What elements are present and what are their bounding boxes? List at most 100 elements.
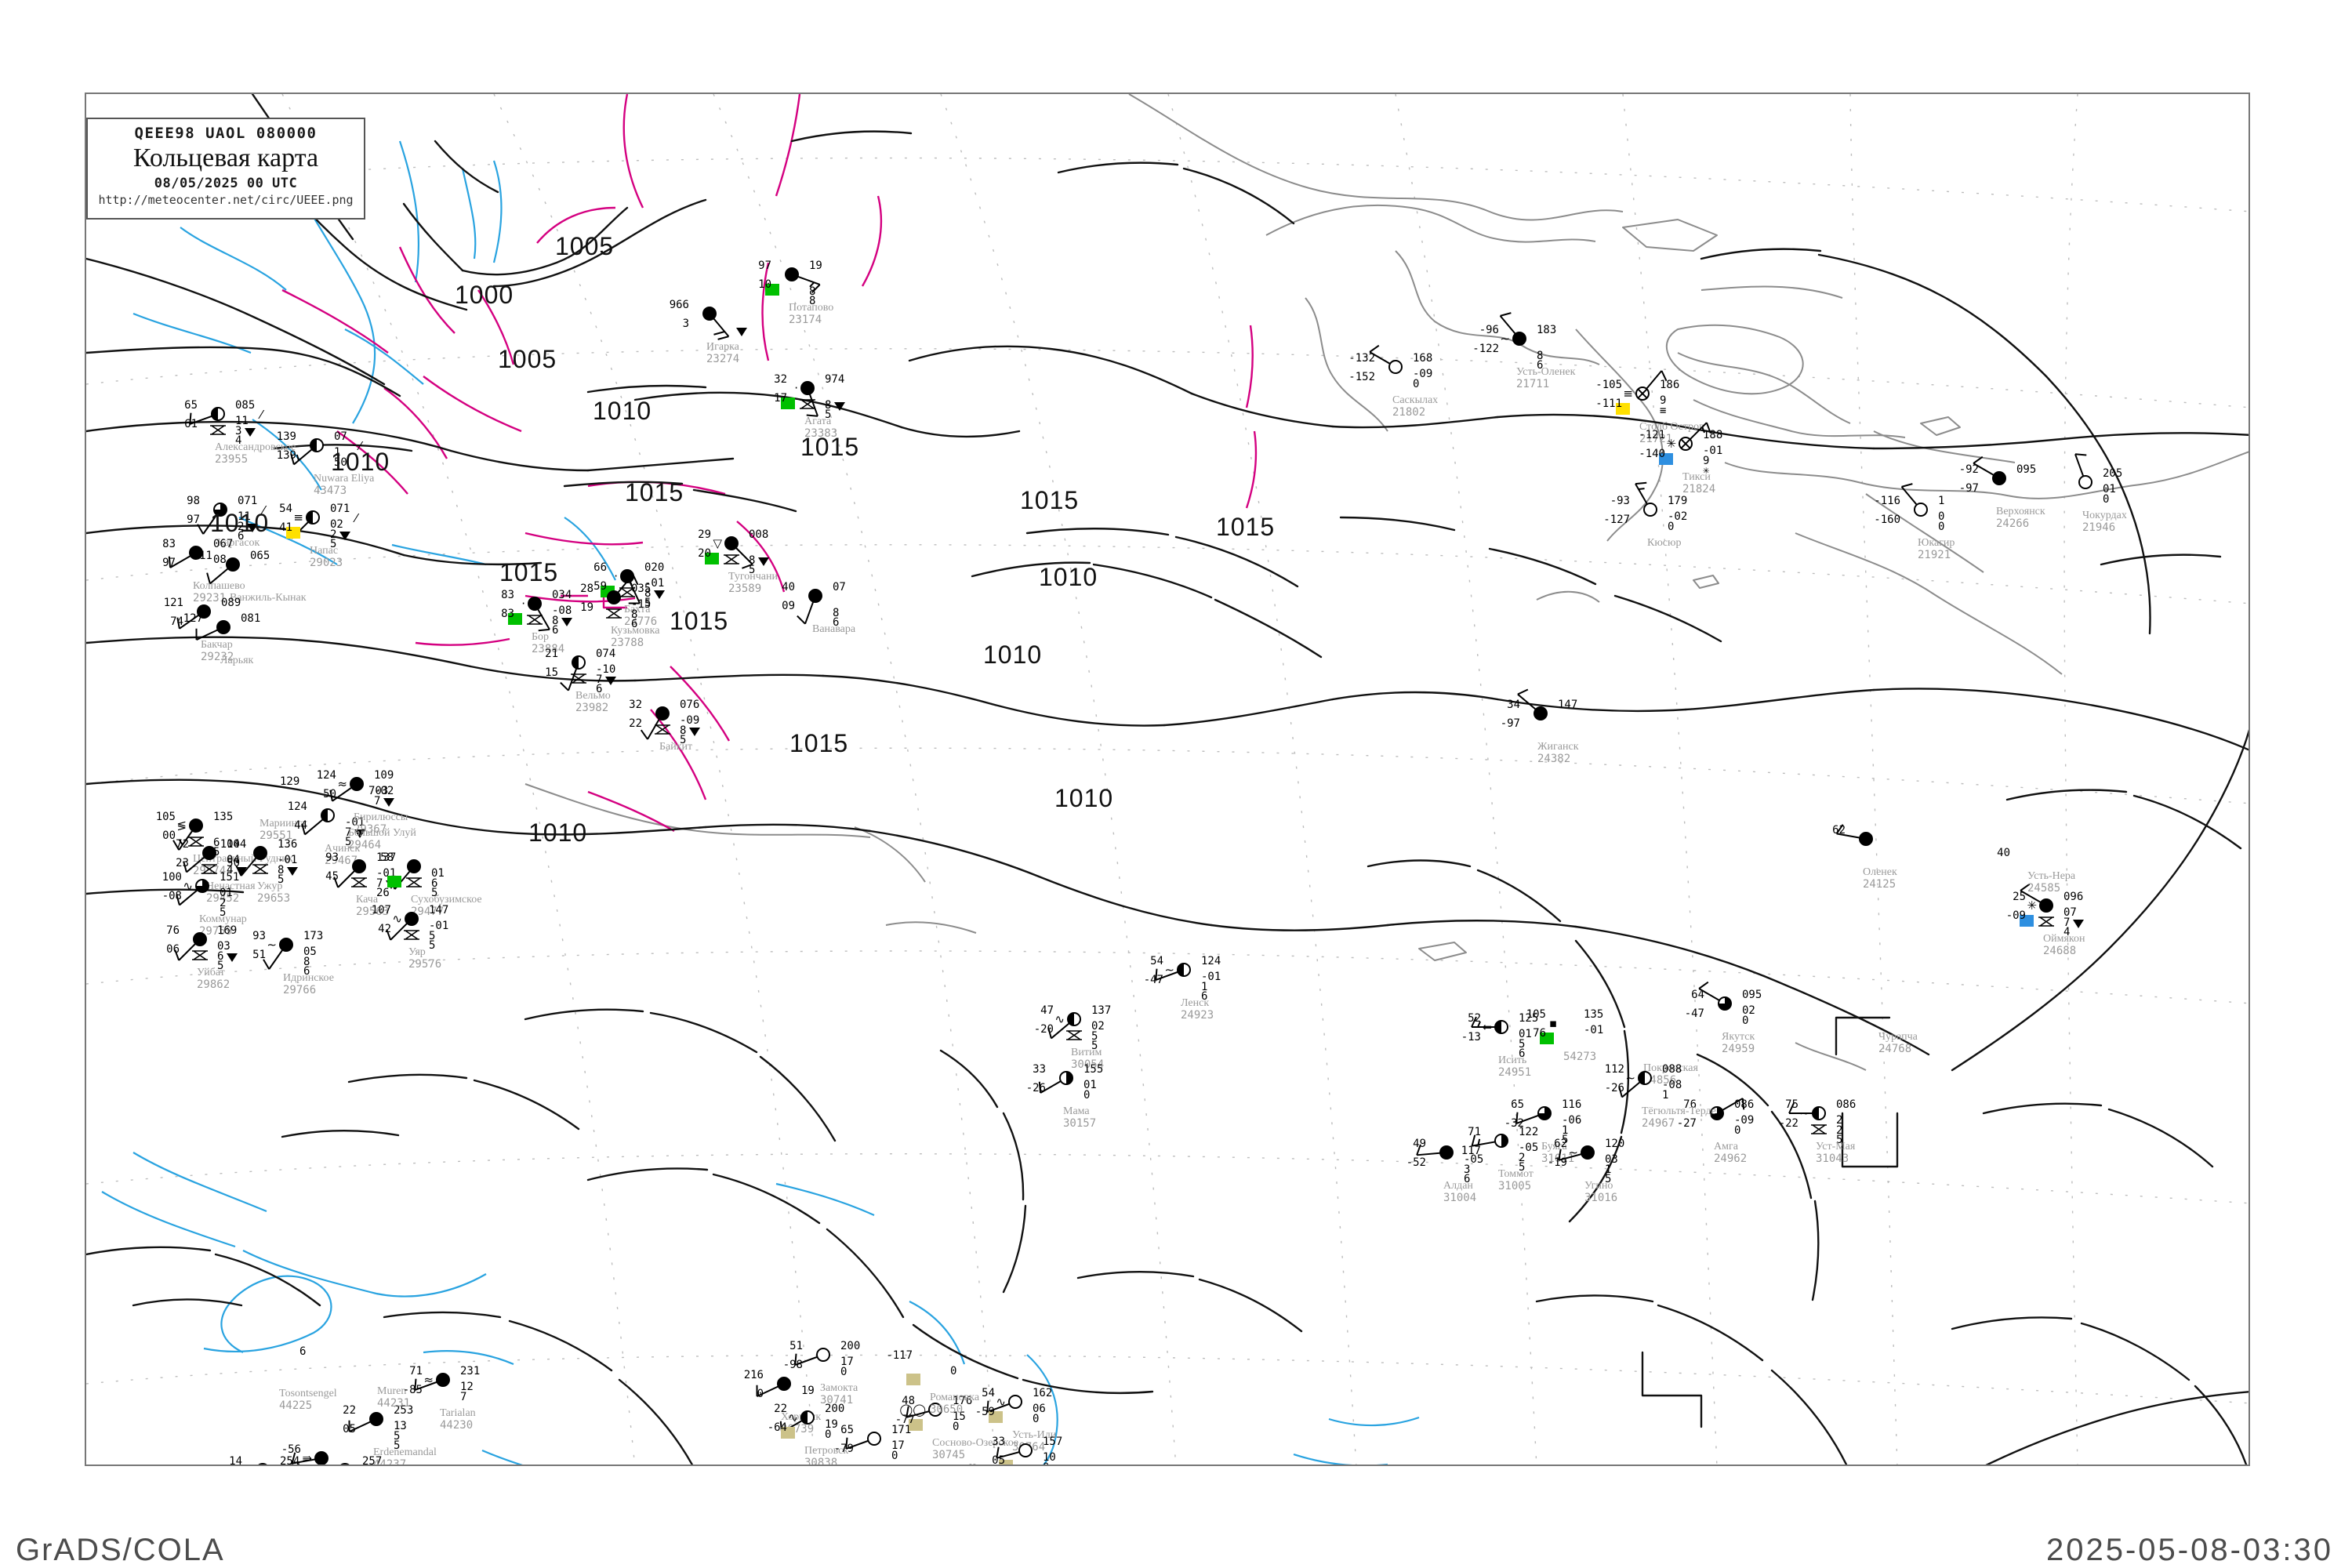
cloud-high-value: 8 xyxy=(833,607,840,619)
dewpoint-value: 20 xyxy=(698,547,711,560)
station-label: Оймякон 24688 xyxy=(2043,933,2085,956)
station-id: 30157 xyxy=(1063,1116,1097,1130)
station-name: Идринское xyxy=(283,972,334,984)
temperature-value: -121 xyxy=(1639,429,1665,441)
low-cloud-triangle-icon xyxy=(834,402,845,411)
station-name: Ужур xyxy=(257,880,283,892)
low-cloud-triangle-icon xyxy=(2073,920,2084,928)
temperature-value: 65 xyxy=(840,1424,854,1436)
station-label: Усть-Нера 24585 xyxy=(2027,870,2075,894)
station-id: 23274 xyxy=(706,352,740,365)
temperature-value: 71 xyxy=(1468,1126,1481,1138)
cloud-mid-value: 5 xyxy=(1562,1134,1569,1146)
station-name: Tarialan xyxy=(440,1407,476,1419)
dewpoint-value: -64 xyxy=(281,1463,301,1465)
isobar-label: 1005 xyxy=(498,345,557,373)
station-name: Тикси xyxy=(1682,471,1711,483)
pressure-tendency-value: 02 xyxy=(330,518,343,531)
cloud-high-value: 0 xyxy=(2103,493,2110,506)
station-name: Erdenemandal xyxy=(373,1446,437,1458)
station-id: 24382 xyxy=(1537,752,1571,765)
pressure-value: 6 xyxy=(299,1345,307,1358)
isobar-label: 1015 xyxy=(1020,486,1080,514)
cloud-cover-symbol xyxy=(808,589,822,603)
temperature-value: 72 xyxy=(176,838,189,851)
station-name: Кача xyxy=(356,894,379,906)
cloud-high-value: 0 xyxy=(1033,1413,1040,1425)
pressure-tendency-value: 03 xyxy=(217,940,230,953)
low-cloud-triangle-icon xyxy=(354,829,365,838)
dewpoint-value: 42 xyxy=(378,923,391,935)
temperature-value: 124 xyxy=(287,800,307,813)
pressure-value: 008 xyxy=(749,528,769,541)
cloud-cover-symbol xyxy=(1710,1106,1724,1120)
station-label: Ленск 24923 xyxy=(1181,997,1214,1021)
cloud-high-value: 8 xyxy=(644,587,652,600)
temperature-value: -132 xyxy=(1348,352,1375,365)
station-name: Александровское xyxy=(215,441,296,453)
cloud-high-value: 6 xyxy=(431,877,438,890)
front-layer xyxy=(281,94,1258,833)
station-id: 29464 xyxy=(348,838,382,851)
station-label: Замокта 30741 xyxy=(820,1382,858,1406)
station-name: Уст-Мая xyxy=(1816,1141,1856,1152)
pressure-value: 071 xyxy=(238,495,258,507)
station-label: Саскылах 21802 xyxy=(1392,394,1438,418)
station-status-flag xyxy=(286,527,300,539)
dewpoint-value: -97 xyxy=(1958,482,1979,495)
isobar-label: 1015 xyxy=(670,607,729,635)
grads-credit: GrADS/COLA xyxy=(16,1533,225,1567)
temperature-value: 54 xyxy=(982,1387,995,1399)
station-name: Чита xyxy=(969,1462,992,1465)
station-name: Усть-Или xyxy=(1012,1429,1057,1441)
station-label: Байкит xyxy=(659,741,692,753)
cloud-mid-value: 5 xyxy=(680,734,687,746)
station-label: Чурапча 24768 xyxy=(1878,1031,1918,1054)
pressure-tendency-value: -01 xyxy=(429,920,449,932)
cloud-cover-symbol xyxy=(528,597,542,611)
pressure-tendency-value: 03 xyxy=(1605,1153,1618,1166)
station-label: 54273 xyxy=(1563,1051,1596,1063)
cloud-cover-symbol xyxy=(1643,503,1657,517)
dewpoint-value: 59 xyxy=(593,580,607,593)
pressure-tendency-value: -15 xyxy=(631,598,652,611)
pressure-tendency-value: -10 xyxy=(596,663,616,676)
pressure-value: 129 xyxy=(280,775,300,788)
cloud-high-value: 8 xyxy=(749,554,756,567)
temperature-value: 33 xyxy=(1033,1063,1046,1076)
pressure-value: 020 xyxy=(644,561,665,574)
present-weather-symbol: ◯◯ xyxy=(899,1403,926,1417)
chart-title: Кольцевая карта xyxy=(132,143,319,172)
pressure-value: 151 xyxy=(220,871,240,884)
dewpoint-value: -111 xyxy=(1595,397,1622,410)
cloud-mid-value: 5 xyxy=(1519,1161,1526,1174)
cloud-high-value: 5 xyxy=(429,930,436,942)
pressure-tendency-value: -06 xyxy=(1562,1114,1582,1127)
pressure-value: 162 xyxy=(1033,1387,1053,1399)
station-label: Томмот 31005 xyxy=(1498,1168,1534,1192)
cloud-cover-symbol xyxy=(620,569,634,583)
cloud-high-value: 2 xyxy=(330,528,337,541)
present-weather-symbol: ∿ xyxy=(996,1395,1006,1409)
present-weather-symbol: ∼ xyxy=(1799,1106,1809,1120)
dewpoint-value: -13 xyxy=(1461,1031,1481,1044)
temperature-value: 54 xyxy=(279,503,292,515)
station-label: Тугончани 23589 xyxy=(728,571,778,594)
present-weather-symbol: ≡ xyxy=(1623,387,1633,401)
isobar-label: 1000 xyxy=(455,281,514,309)
cloud-cover-symbol xyxy=(195,879,209,893)
temperature-value: -105 xyxy=(1595,379,1622,391)
dewpoint-value: -127 xyxy=(1603,514,1630,526)
station-name: Коммунар xyxy=(199,913,247,925)
station-id: 24125 xyxy=(1863,877,1896,891)
cloud-cover-symbol xyxy=(655,706,670,720)
pressure-tendency-value: 07 xyxy=(2063,906,2077,919)
pressure-value: 157 xyxy=(1043,1436,1063,1448)
pressure-tendency-trace: ⁄ xyxy=(355,511,358,525)
station-label: Tosontsengel 44225 xyxy=(279,1388,337,1411)
cloud-high-value: 5 xyxy=(394,1430,401,1443)
cloud-high-value: 7 xyxy=(2063,916,2071,929)
cloud-high-value: 1 xyxy=(1605,1163,1612,1176)
present-weather-symbol: ✳ xyxy=(2027,898,2037,913)
pressure-value: 137 xyxy=(376,851,397,864)
